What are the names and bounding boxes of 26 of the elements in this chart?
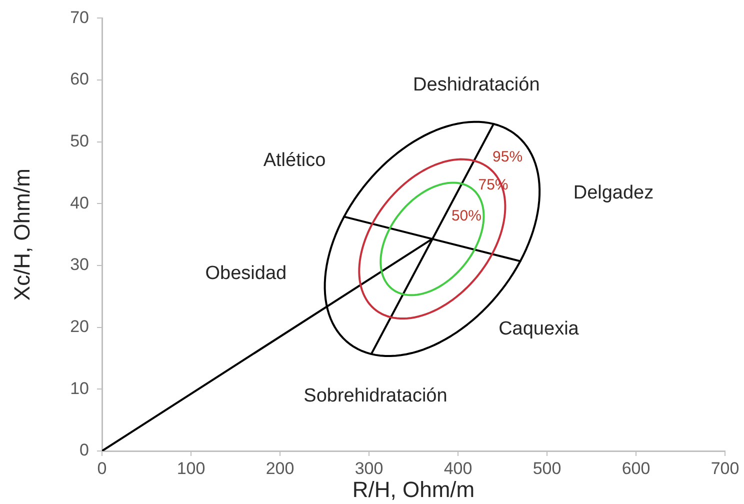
y-axis-title: Xc/H, Ohm/m: [9, 168, 34, 301]
x-axis-title: R/H, Ohm/m: [352, 476, 475, 502]
x-tick-label: 700: [710, 458, 740, 478]
annotation: Delgadez: [573, 182, 654, 204]
x-tick-label: 600: [622, 458, 650, 478]
annotation: Deshidratación: [413, 74, 540, 96]
x-tick-label: 0: [97, 458, 107, 478]
y-tick-label: 60: [70, 70, 89, 89]
annotation: Obesidad: [205, 263, 287, 284]
annotation: Sobrehidratación: [304, 386, 448, 407]
x-tick-label: 200: [266, 458, 294, 478]
annotation: 50%: [451, 208, 482, 225]
annotation: Atlético: [263, 150, 326, 171]
y-tick-label: 30: [70, 255, 89, 274]
annotation: Caquexia: [498, 318, 580, 340]
y-tick-label: 10: [70, 378, 89, 398]
x-tick-label: 500: [532, 458, 562, 478]
x-tick-label: 100: [176, 458, 206, 478]
annotation: 95%: [492, 148, 523, 166]
y-tick-label: 40: [70, 193, 89, 212]
y-tick-label: 0: [80, 440, 89, 460]
y-tick-label: 20: [70, 317, 89, 336]
y-tick-label: 50: [70, 132, 89, 151]
x-tick-label: 400: [444, 458, 472, 478]
x-tick-label: 300: [354, 458, 384, 478]
y-tick-label: 70: [70, 8, 89, 27]
